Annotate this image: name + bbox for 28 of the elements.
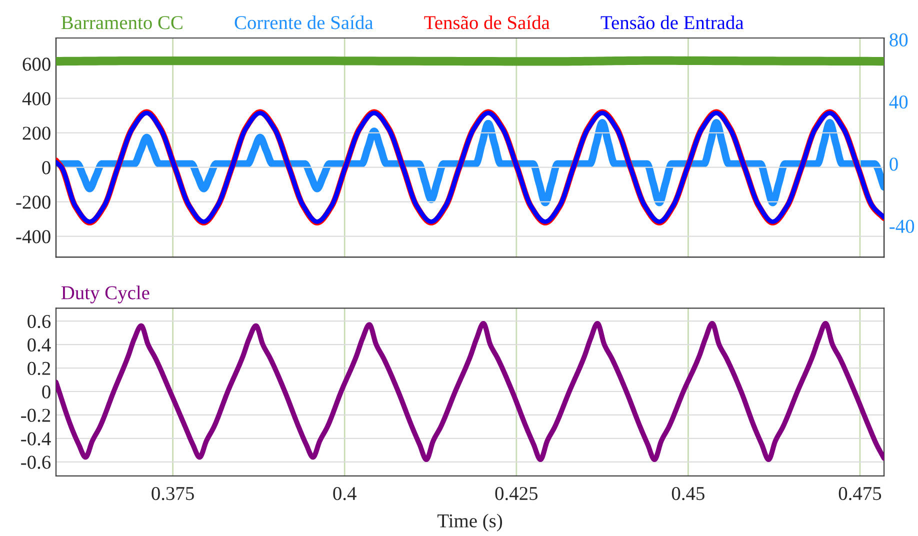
y-tick-label: 0 xyxy=(42,385,50,398)
x-tick-label: 0.375 xyxy=(152,486,194,500)
y2-tick-label: -40 xyxy=(890,220,914,233)
x-tick-label: 0.45 xyxy=(672,486,704,500)
text: Corrente de Saída xyxy=(234,15,374,30)
y-tick-label: -200 xyxy=(16,196,50,209)
y-tick-label: 200 xyxy=(22,126,50,140)
y2-tick-label: 0 xyxy=(890,158,898,171)
text: Tensão de Saída xyxy=(424,15,550,30)
x-axis-title: Time (s) xyxy=(438,514,502,532)
x-tick-label: 0.475 xyxy=(838,486,882,500)
series-label: Barramento CC xyxy=(61,16,182,30)
y-tick-label: -0.2 xyxy=(21,408,50,422)
x-tick-label: 0.4 xyxy=(333,486,356,500)
y-tick-label: 400 xyxy=(22,92,50,106)
y-tick-label: 0 xyxy=(42,161,50,174)
y-tick-label: 0.2 xyxy=(28,362,50,376)
y-tick-label: -0.4 xyxy=(21,432,51,446)
y2-tick-label: 40 xyxy=(889,96,908,109)
y-tick-label: 0.6 xyxy=(28,314,51,328)
y-tick-label: 0.4 xyxy=(28,338,51,352)
y2-tick-label: 80 xyxy=(890,33,908,46)
y-tick-label: -0.6 xyxy=(21,456,51,469)
series-label: Duty Cycle xyxy=(61,286,150,304)
x-tick-label: 0.425 xyxy=(495,486,538,500)
text: Tensão de Entrada xyxy=(600,16,744,30)
y-tick-label: -400 xyxy=(16,230,50,244)
y-tick-label: 600 xyxy=(22,58,50,71)
